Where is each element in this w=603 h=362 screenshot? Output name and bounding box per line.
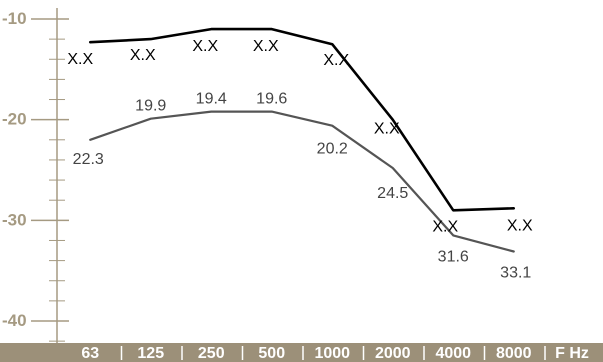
x-tick-label: 2000 [375,345,411,362]
data-label-black: X.X [374,121,400,138]
x-tick-label: 250 [198,345,225,362]
data-label-black: X.X [67,51,93,68]
data-label-black: X.X [432,218,458,235]
data-labels: X.X X.X X.X X.X X.X X.X X.X X.X 22.3 19.9 19.4 19.6… [67,38,533,281]
data-label-black: X.X [192,38,218,55]
y-tick-label: -40 [2,311,27,330]
x-axis-bar: 63 125 250 500 1000 2000 4000 8000 F Hz [0,343,603,362]
data-label-gray: 19.4 [196,91,227,108]
data-label-black: X.X [130,47,156,64]
y-tick-label: -30 [2,210,27,229]
data-label-gray: 20.2 [317,141,348,158]
data-label-gray: 19.9 [135,98,166,115]
data-label-gray: 31.6 [438,248,469,265]
series-layer [88,27,516,253]
data-label-gray: 22.3 [73,151,104,168]
data-label-gray: 33.1 [500,265,531,282]
data-label-black: X.X [323,52,349,69]
data-label-black: X.X [253,38,279,55]
x-tick-label: 125 [137,345,164,362]
series-line-gray [89,110,515,253]
x-tick-label: 63 [81,345,99,362]
data-label-gray: 24.5 [377,185,408,202]
x-tick-label: 1000 [314,345,350,362]
series-line-black [88,27,516,212]
x-tick-label: 4000 [435,345,471,362]
x-axis-bar-bg [0,343,603,362]
y-tick-label: -10 [2,9,27,28]
x-axis-unit: F Hz [555,345,589,362]
x-tick-label: 8000 [496,345,532,362]
data-label-gray: 19.6 [256,91,287,108]
y-axis: -10 -20 -30 -40 [2,8,69,343]
x-tick-label: 500 [258,345,285,362]
y-tick-label: -20 [2,110,27,129]
data-label-black: X.X [507,217,533,234]
